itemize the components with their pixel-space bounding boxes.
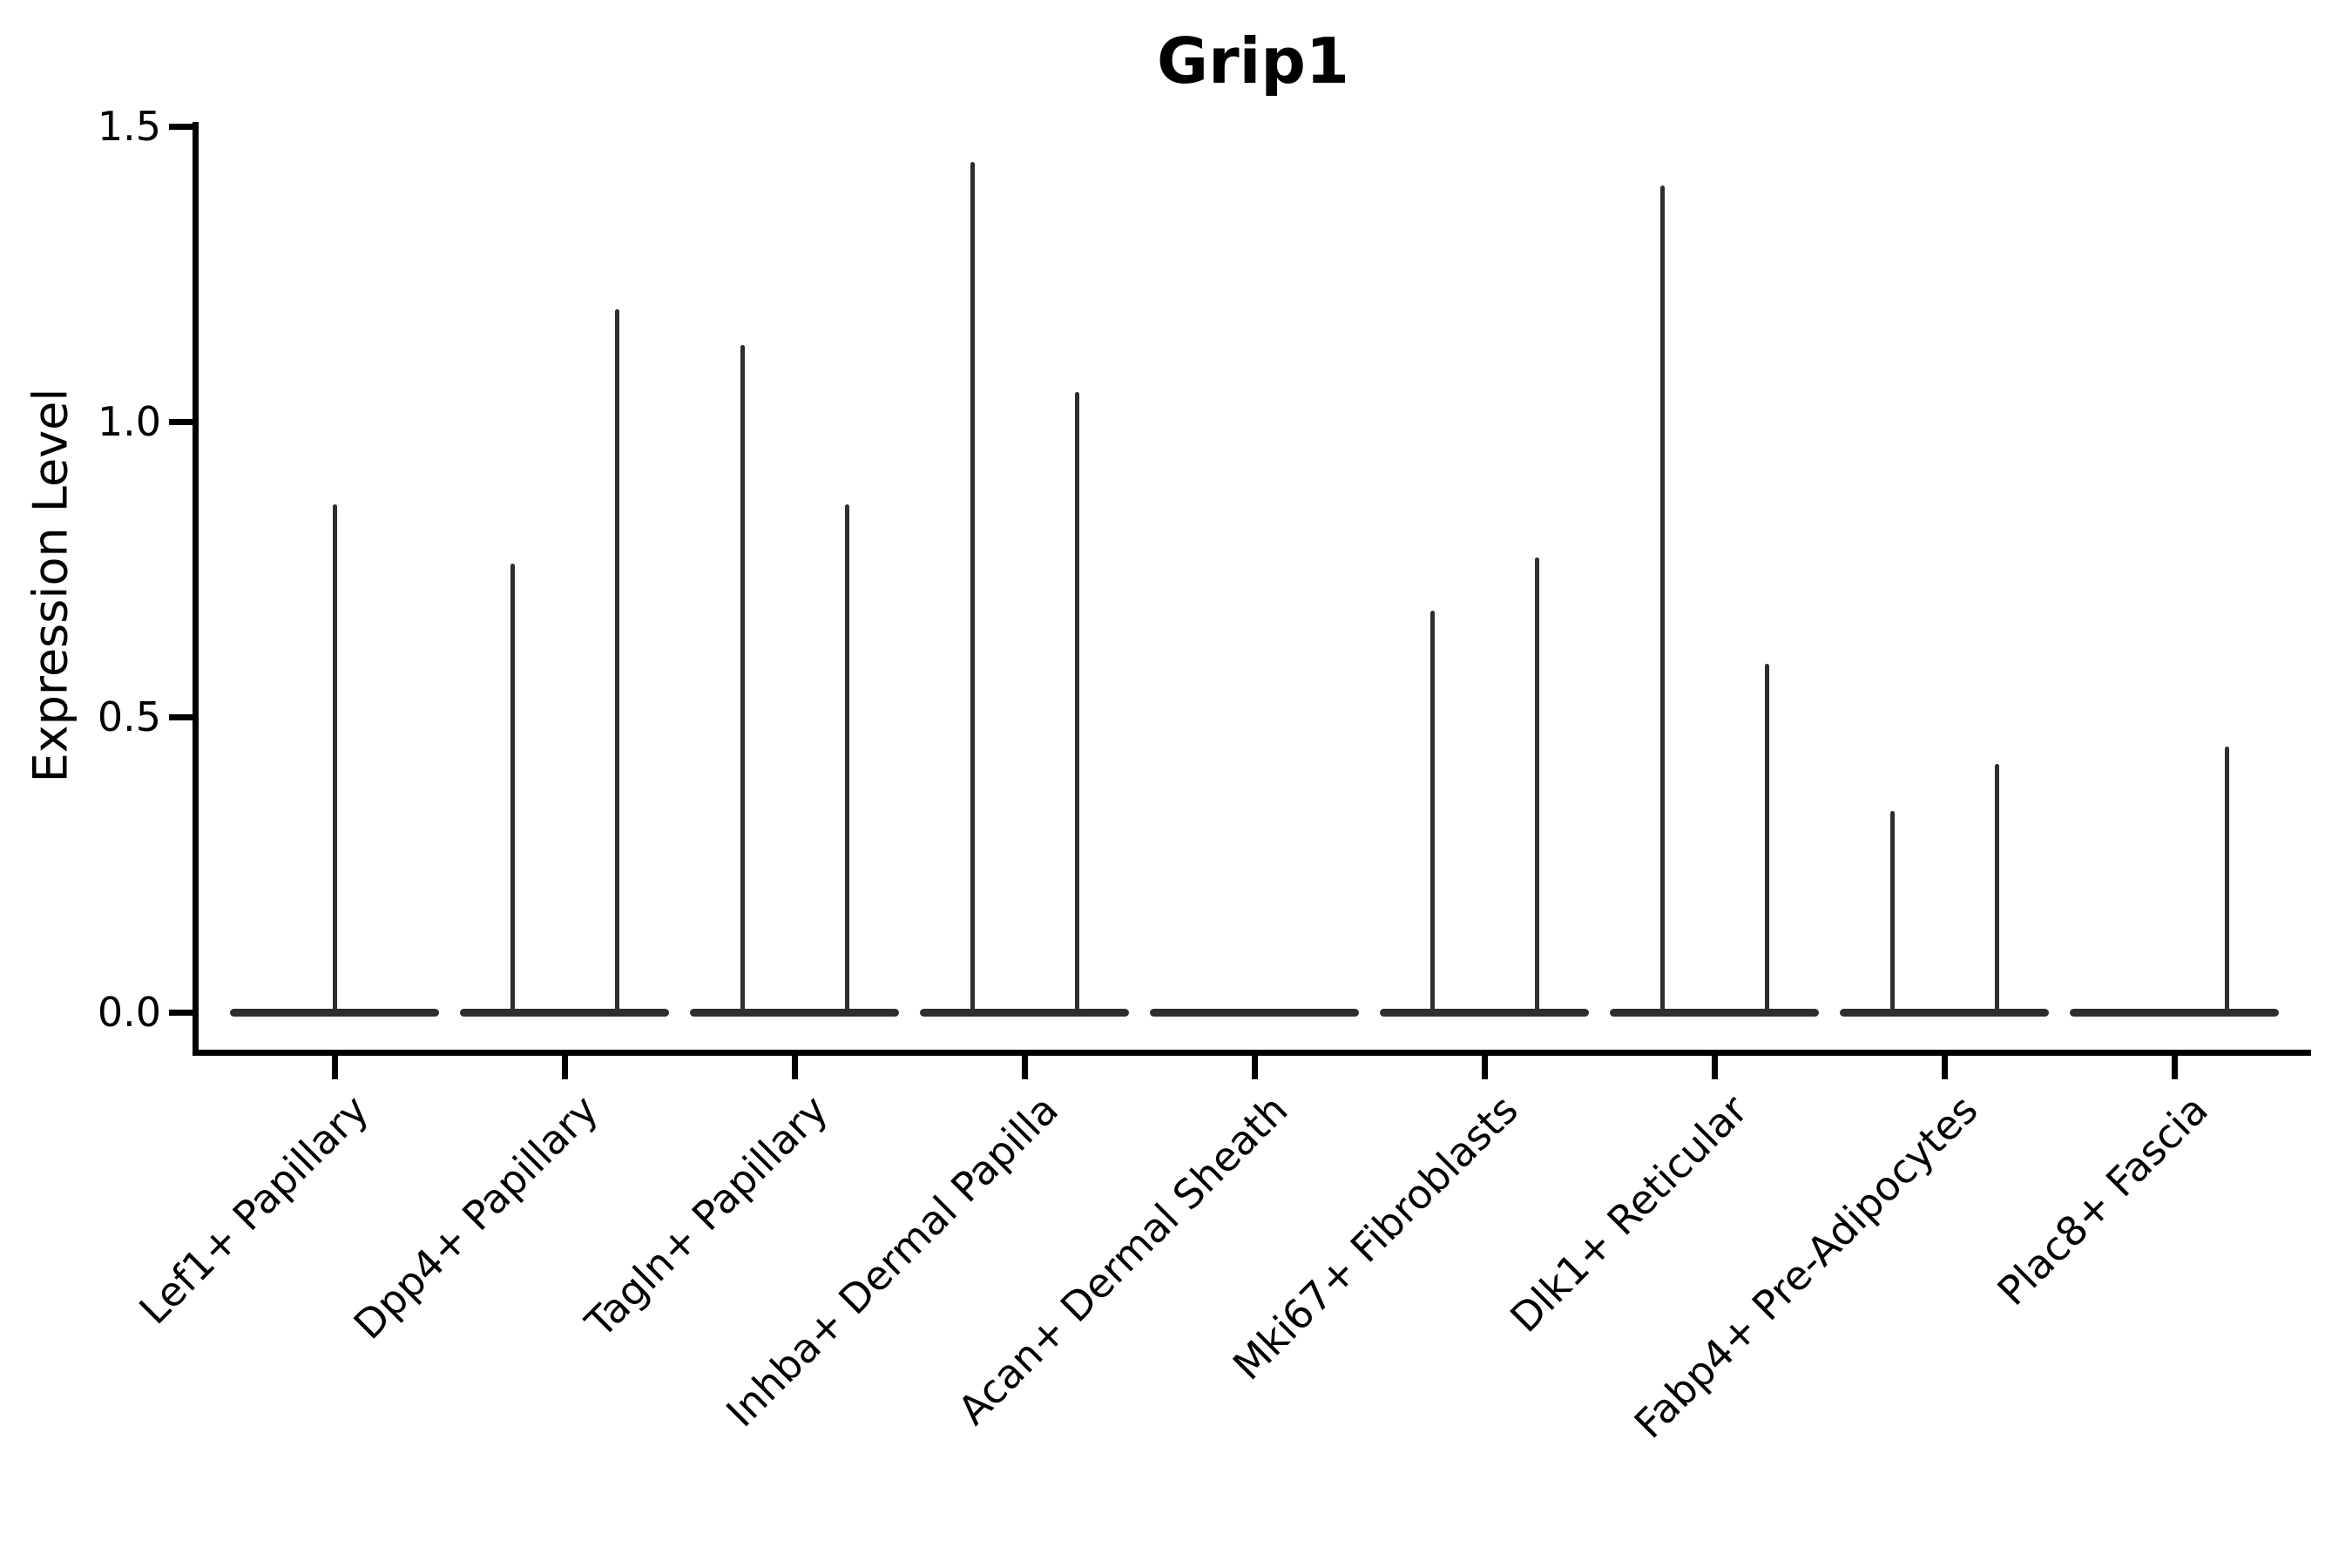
x-tick (792, 1056, 798, 1079)
violin-baseline (1610, 1009, 1819, 1017)
x-tick-label: Dpp4+ Papillary (344, 1085, 607, 1348)
x-tick (1712, 1056, 1718, 1079)
violin-spike (614, 309, 619, 1016)
x-tick (2172, 1056, 2178, 1079)
y-tick (169, 714, 193, 720)
violin-spike (844, 504, 849, 1016)
violin-baseline (1380, 1009, 1589, 1017)
violin-spike (1659, 185, 1665, 1016)
y-tick-label: 1.0 (97, 398, 161, 445)
violin-baseline (1150, 1009, 1359, 1017)
x-tick (332, 1056, 338, 1079)
violin-spike (332, 504, 337, 1016)
x-tick-label: Lef1+ Papillary (129, 1085, 377, 1334)
y-tick (169, 124, 193, 130)
x-tick-label: Dlk1+ Reticular (1501, 1085, 1757, 1342)
violin-spike (510, 563, 515, 1016)
y-axis-line (193, 122, 199, 1056)
violin-spike (2224, 746, 2229, 1016)
chart-title: Grip1 (1157, 24, 1349, 98)
y-tick-label: 0.5 (97, 693, 161, 740)
violin-spike (1429, 610, 1435, 1016)
violin-baseline (1840, 1009, 2049, 1017)
x-tick-label: Plac8+ Fascia (1988, 1085, 2217, 1315)
x-tick (1252, 1056, 1258, 1079)
violin-spike (1074, 392, 1079, 1016)
violin-baseline (2070, 1009, 2279, 1017)
x-tick (1482, 1056, 1488, 1079)
y-tick (169, 419, 193, 425)
x-tick (1942, 1056, 1948, 1079)
y-tick (169, 1010, 193, 1016)
x-tick (562, 1056, 568, 1079)
violin-baseline (690, 1009, 899, 1017)
x-axis-line (193, 1050, 2311, 1056)
violin-baseline (460, 1009, 669, 1017)
violin-spike (1764, 663, 1769, 1016)
violin-baseline (920, 1009, 1129, 1017)
x-tick (1022, 1056, 1028, 1079)
y-tick-label: 0.0 (97, 989, 161, 1036)
violin-spike (1994, 764, 1999, 1016)
violin-spike (1534, 557, 1539, 1016)
violin-spike (1889, 811, 1895, 1016)
violin-spike (970, 161, 975, 1016)
violin-spike (740, 344, 745, 1016)
x-tick-label: Tagln+ Papillary (576, 1085, 837, 1347)
y-tick-label: 1.5 (97, 103, 161, 150)
